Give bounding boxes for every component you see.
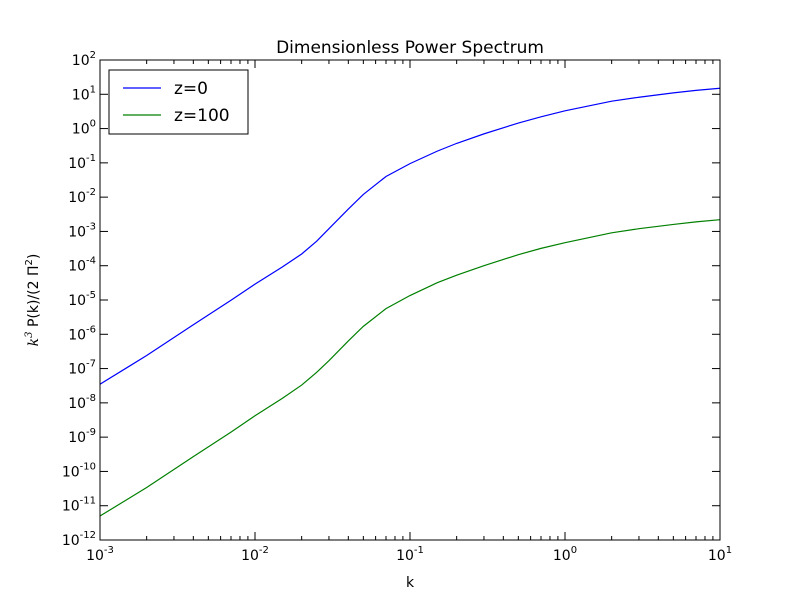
- y-axis-ticks: 10-12 10-11 10-10 10-9 10-8 10-7 10-6 10-5 10-4 1…: [62, 50, 720, 549]
- y-tick-label: 10-5: [68, 290, 96, 309]
- series-layer: [99, 87, 721, 517]
- y-tick-label: 10-12: [62, 530, 96, 549]
- legend-label: z=100: [174, 106, 230, 126]
- y-tick-label: 10-7: [68, 359, 96, 378]
- x-tick-label: 10-2: [241, 545, 269, 564]
- x-tick-label: 100: [553, 545, 577, 564]
- y-axis-title-math-base: k: [26, 338, 42, 346]
- x-tick-label: 101: [708, 545, 732, 564]
- legend-label: z=0: [174, 79, 208, 99]
- y-tick-label: 10-3: [68, 221, 96, 240]
- series-line-z=0: [99, 87, 721, 385]
- x-axis-ticks: 10-3 10-2 10-1 100 101: [86, 60, 732, 564]
- y-tick-label: 10-1: [68, 153, 96, 172]
- y-tick-label: 10-9: [68, 427, 96, 446]
- x-tick-label: 10-1: [396, 545, 424, 564]
- x-tick-label: 10-3: [86, 545, 114, 564]
- legend-items: z=0 z=100: [123, 79, 230, 126]
- y-tick-label: 102: [72, 50, 96, 69]
- y-tick-label: 10-2: [68, 187, 96, 206]
- legend: z=0 z=100: [108, 69, 249, 135]
- series-line-z=100: [99, 219, 721, 517]
- y-axis-title-middle: P(k)/(2 Π: [26, 265, 42, 331]
- svg-text:k3 P(k)/(2 Π2): k3 P(k)/(2 Π2): [24, 254, 42, 347]
- y-tick-label: 100: [72, 119, 96, 138]
- legend-box: [108, 69, 249, 135]
- y-tick-label: 10-4: [68, 256, 96, 275]
- y-axis-title-math-exp: 3: [24, 331, 35, 337]
- x-axis-title: k: [406, 575, 415, 591]
- y-axis-title: k3 P(k)/(2 Π2): [24, 254, 42, 347]
- y-tick-label: 10-10: [62, 461, 96, 480]
- chart-title: Dimensionless Power Spectrum: [276, 38, 544, 58]
- y-axis-title-end: ): [26, 254, 42, 259]
- y-tick-label: 10-8: [68, 393, 96, 412]
- y-tick-label: 10-6: [68, 324, 96, 343]
- y-tick-label: 10-11: [62, 496, 96, 515]
- y-axis-title-pi-exp: 2: [24, 259, 35, 265]
- y-tick-label: 101: [72, 84, 96, 103]
